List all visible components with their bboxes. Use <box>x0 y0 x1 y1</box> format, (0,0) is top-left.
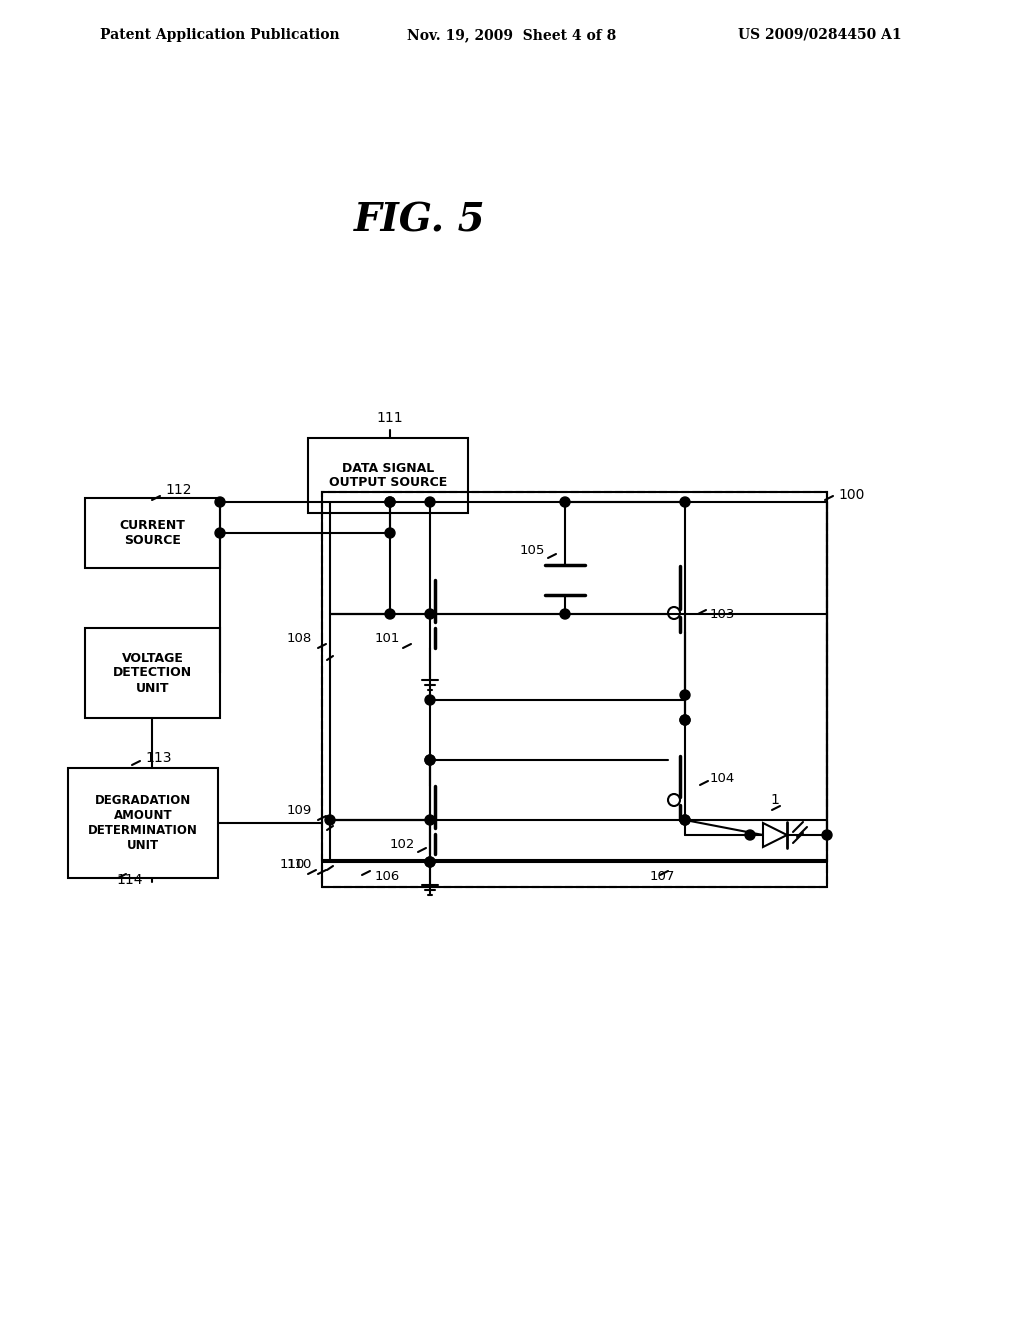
Circle shape <box>425 857 435 867</box>
Circle shape <box>325 814 335 825</box>
Circle shape <box>680 814 690 825</box>
Bar <box>308 438 468 513</box>
Text: 100: 100 <box>838 488 864 502</box>
Circle shape <box>425 857 435 867</box>
Circle shape <box>425 498 435 507</box>
Bar <box>68 768 218 878</box>
Text: 103: 103 <box>710 607 735 620</box>
Circle shape <box>680 814 690 825</box>
Circle shape <box>822 830 831 840</box>
Circle shape <box>385 498 395 507</box>
Text: Patent Application Publication: Patent Application Publication <box>100 28 340 42</box>
Text: 111: 111 <box>377 411 403 425</box>
Text: 109: 109 <box>287 804 312 817</box>
Bar <box>322 492 827 887</box>
Text: 102: 102 <box>389 837 415 850</box>
Circle shape <box>425 609 435 619</box>
Text: Nov. 19, 2009  Sheet 4 of 8: Nov. 19, 2009 Sheet 4 of 8 <box>408 28 616 42</box>
Text: VOLTAGE
DETECTION
UNIT: VOLTAGE DETECTION UNIT <box>113 652 193 694</box>
Circle shape <box>385 498 395 507</box>
Text: 104: 104 <box>710 771 735 784</box>
Text: 101: 101 <box>375 631 400 644</box>
Circle shape <box>385 609 395 619</box>
Circle shape <box>560 498 570 507</box>
Text: 112: 112 <box>165 483 191 498</box>
Circle shape <box>680 715 690 725</box>
Circle shape <box>745 830 755 840</box>
Circle shape <box>425 755 435 766</box>
Circle shape <box>425 696 435 705</box>
Bar <box>85 628 220 718</box>
Text: 106: 106 <box>375 870 400 883</box>
Circle shape <box>385 528 395 539</box>
Text: 1: 1 <box>771 793 779 807</box>
Circle shape <box>215 498 225 507</box>
Text: DATA SIGNAL
OUTPUT SOURCE: DATA SIGNAL OUTPUT SOURCE <box>329 462 447 490</box>
Circle shape <box>425 814 435 825</box>
Text: FIG. 5: FIG. 5 <box>354 201 485 239</box>
Circle shape <box>680 498 690 507</box>
Text: 108: 108 <box>287 631 312 644</box>
Circle shape <box>560 609 570 619</box>
Text: 113: 113 <box>145 751 171 766</box>
Text: DEGRADATION
AMOUNT
DETERMINATION
UNIT: DEGRADATION AMOUNT DETERMINATION UNIT <box>88 795 198 851</box>
Circle shape <box>425 755 435 766</box>
Text: 110: 110 <box>287 858 312 871</box>
Text: 107: 107 <box>650 870 676 883</box>
Bar <box>322 492 827 887</box>
Circle shape <box>680 715 690 725</box>
Text: CURRENT
SOURCE: CURRENT SOURCE <box>120 519 185 546</box>
Circle shape <box>215 528 225 539</box>
Text: US 2009/0284450 A1: US 2009/0284450 A1 <box>738 28 902 42</box>
Bar <box>85 498 220 568</box>
Circle shape <box>680 690 690 700</box>
Text: 114: 114 <box>117 873 143 887</box>
Text: 110: 110 <box>280 858 305 871</box>
Text: 105: 105 <box>519 544 545 557</box>
